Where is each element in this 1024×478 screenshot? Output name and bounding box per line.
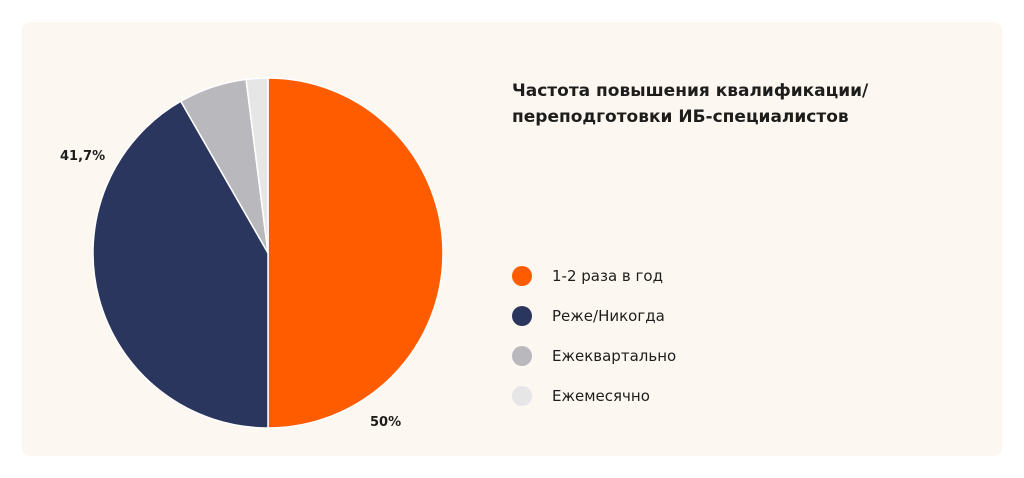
legend-label-quarterly: Ежеквартально	[552, 347, 677, 365]
chart-title: Частота повышения квалификации/ переподг…	[512, 81, 869, 127]
slice-value-label-rarely-never: 41,7%	[60, 149, 106, 164]
legend-swatch-monthly	[512, 386, 532, 406]
legend-item-rarely-never: Реже/Никогда	[512, 296, 676, 336]
legend-item-1-2-per-year: 1-2 раза в год	[512, 256, 676, 296]
legend-item-quarterly: Ежеквартально	[512, 336, 676, 376]
pie-chart	[92, 77, 444, 429]
legend-swatch-quarterly	[512, 346, 532, 366]
chart-legend: 1-2 раза в год Реже/Никогда Ежеквартальн…	[512, 256, 676, 416]
legend-label-1-2-per-year: 1-2 раза в год	[552, 267, 663, 285]
slice-rarely-never	[92, 100, 269, 429]
legend-label-rarely-never: Реже/Никогда	[552, 307, 665, 325]
legend-swatch-1-2-per-year	[512, 266, 532, 286]
slice-1-2-per-year	[267, 77, 444, 429]
slice-monthly	[245, 77, 269, 254]
legend-swatch-rarely-never	[512, 306, 532, 326]
slice-value-label-1-2-per-year: 50%	[370, 415, 402, 430]
legend-label-monthly: Ежемесячно	[552, 387, 650, 405]
chart-card: Частота повышения квалификации/ переподг…	[22, 22, 1002, 456]
legend-item-monthly: Ежемесячно	[512, 376, 676, 416]
